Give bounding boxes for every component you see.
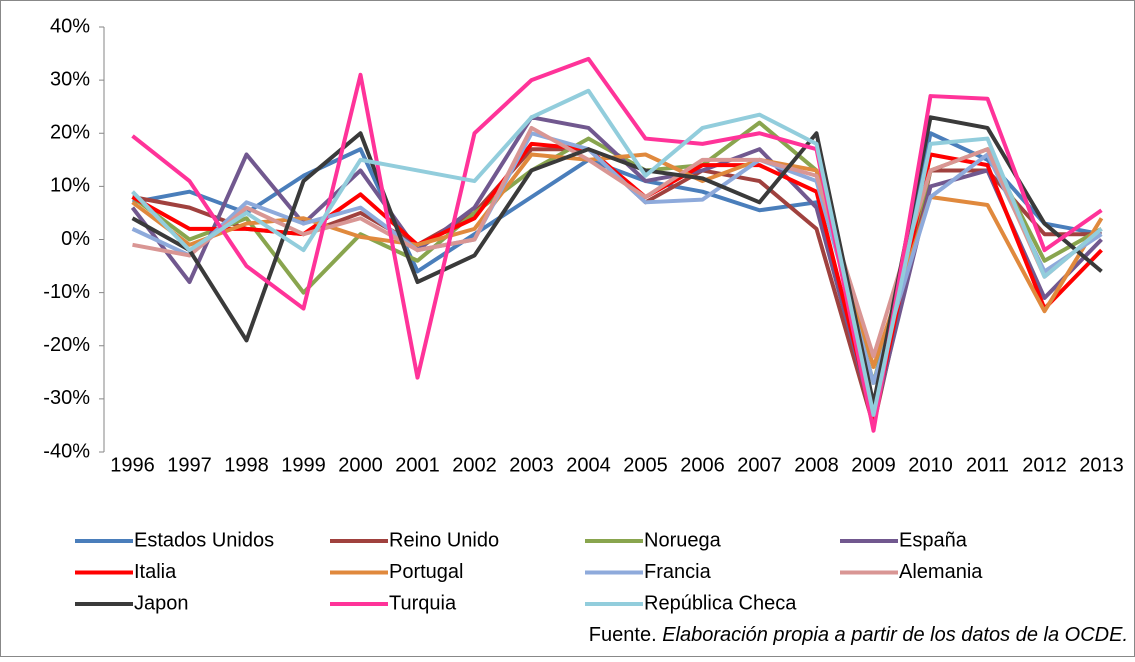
x-tick-label: 2003 — [509, 454, 554, 476]
legend-label: Italia — [134, 561, 177, 583]
y-tick-label: -10% — [43, 281, 90, 303]
y-tick-label: -30% — [43, 387, 90, 409]
source-label: Fuente. — [589, 624, 657, 646]
x-tick-label: 2007 — [737, 454, 782, 476]
x-tick-label: 2002 — [452, 454, 497, 476]
x-tick-label: 2010 — [908, 454, 953, 476]
x-tick-label: 2000 — [338, 454, 383, 476]
series-line — [131, 56, 1103, 433]
x-tick-label: 2013 — [1079, 454, 1124, 476]
x-tick-label: 2005 — [623, 454, 668, 476]
legend-label: Francia — [644, 561, 712, 583]
legend-label: Reino Unido — [389, 529, 499, 551]
y-tick-label: 40% — [50, 15, 90, 37]
y-tick-label: 20% — [50, 122, 90, 144]
series-line — [131, 88, 1103, 417]
x-tick-label: 1998 — [224, 454, 269, 476]
x-tick-label: 2011 — [966, 454, 1009, 476]
y-tick-label: -20% — [43, 334, 90, 356]
legend-label: Estados Unidos — [134, 529, 274, 551]
source: Fuente. Elaboración propia a partir de l… — [589, 624, 1128, 646]
x-tick-label: 1999 — [281, 454, 326, 476]
series-line — [132, 131, 1102, 417]
x-tick-label: 2004 — [566, 454, 611, 476]
y-tick-label: 10% — [50, 175, 90, 197]
x-tick-label: 2009 — [851, 454, 896, 476]
y-tick-label: 0% — [61, 228, 90, 250]
x-tick-label: 2006 — [680, 454, 725, 476]
x-tick-label: 2012 — [1022, 454, 1067, 476]
legend-label: República Checa — [644, 592, 797, 614]
x-tick-label: 1996 — [110, 454, 155, 476]
series-line — [131, 115, 1103, 407]
legend-label: España — [899, 529, 968, 551]
legend-label: Japon — [134, 592, 189, 614]
legend-label: Noruega — [644, 529, 722, 551]
legend-label: Alemania — [899, 561, 983, 583]
x-tick-label: 2001 — [395, 454, 440, 476]
series-line — [132, 125, 1103, 359]
legend-label: Portugal — [389, 561, 464, 583]
legend-label: Turquia — [389, 592, 457, 614]
y-tick-label: -40% — [43, 440, 90, 462]
x-tick-label: 1997 — [167, 454, 212, 476]
y-tick-label: 30% — [50, 68, 90, 90]
x-tick-label: 2008 — [794, 454, 839, 476]
series-line — [131, 131, 1103, 385]
source-text: Elaboración propia a partir de los datos… — [662, 624, 1128, 646]
